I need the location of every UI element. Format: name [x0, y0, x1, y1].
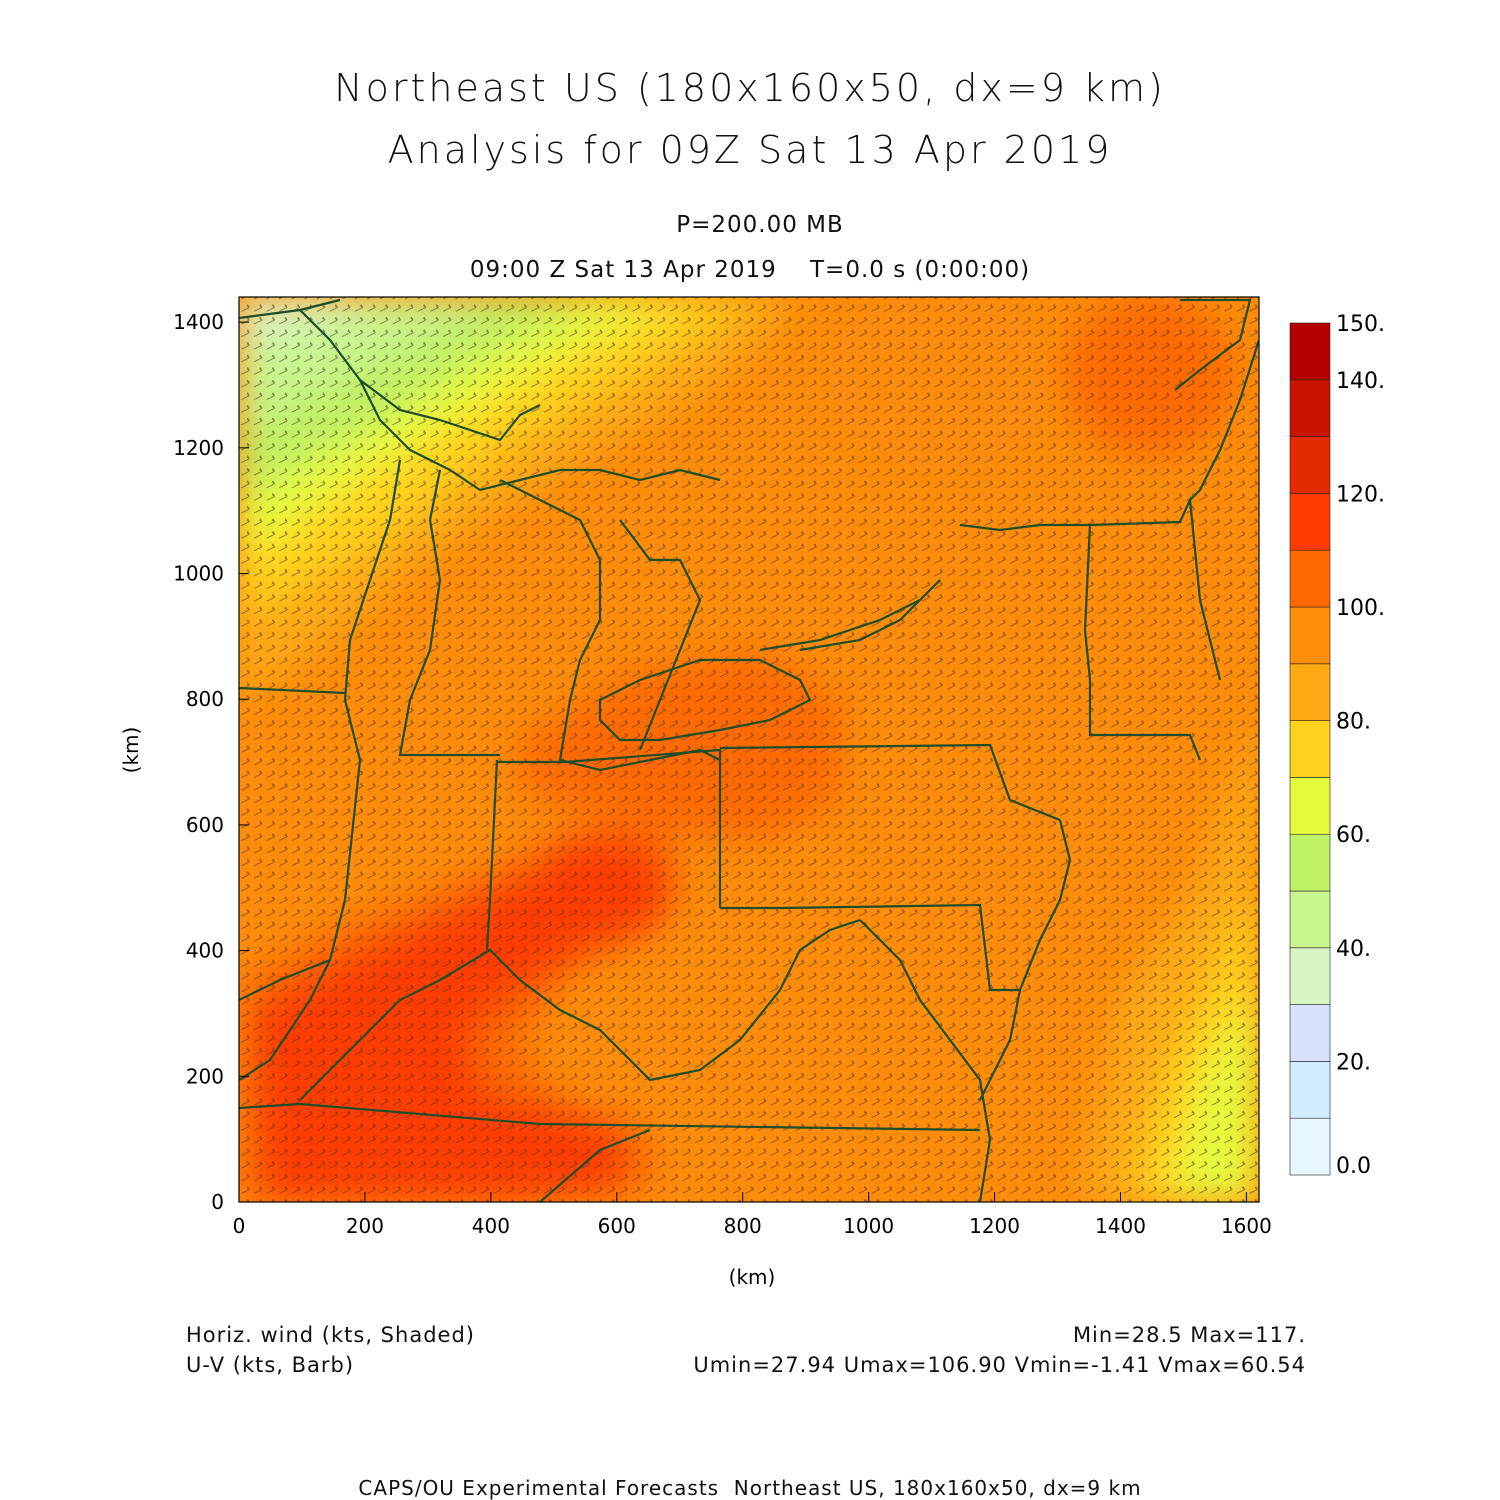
y-tick-label: 1400: [173, 310, 224, 334]
colorbar-bin: [1289, 947, 1331, 1005]
colorbar-bin: [1289, 833, 1331, 892]
x-tick-label: 1000: [843, 1214, 894, 1238]
colorbar-bin: [1289, 1004, 1331, 1062]
plot-title-line1: Northeast US (180x160x50, dx=9 km): [334, 66, 1166, 110]
y-axis: 0 200 400 600 800 1000 1200 1400: [173, 310, 249, 1214]
colorbar-bin: [1289, 322, 1331, 381]
colorbar-bin: [1289, 1117, 1331, 1176]
colorbar-label: 0.0: [1336, 1154, 1371, 1179]
plot-frame: [238, 296, 1260, 1203]
colorbar-label: 140.: [1336, 369, 1385, 394]
colorbar: 0.0 20. 40. 60. 80. 100. 120. 140. 150.: [1289, 312, 1385, 1179]
pressure-level: P=200.00 MB: [676, 212, 844, 238]
colorbar-bin: [1289, 379, 1331, 437]
colorbar-label: 20.: [1336, 1050, 1371, 1075]
y-tick-label: 600: [186, 813, 224, 837]
colorbar-bin: [1289, 549, 1331, 608]
x-tick-label: 1200: [969, 1214, 1020, 1238]
y-tick-label: 400: [186, 939, 224, 963]
colorbar-label: 40.: [1336, 937, 1371, 962]
y-tick-label: 1200: [173, 436, 224, 460]
field-min-max: Min=28.5 Max=117.: [1072, 1323, 1306, 1347]
x-tick-label: 800: [724, 1214, 762, 1238]
wind-speed-shading: [239, 297, 1259, 1202]
y-axis-label: (km): [119, 727, 143, 774]
colorbar-label: 150.: [1336, 312, 1385, 337]
state-and-lake-boundaries: [239, 298, 1259, 1202]
x-tick-label: 400: [472, 1214, 510, 1238]
colorbar-label: 100.: [1336, 596, 1385, 621]
uv-stats: Umin=27.94 Umax=106.90 Vmin=-1.41 Vmax=6…: [693, 1353, 1306, 1377]
colorbar-bin: [1289, 663, 1331, 721]
colorbar-bin: [1289, 606, 1331, 665]
colorbar-label: 80.: [1336, 710, 1371, 735]
y-tick-label: 0: [211, 1190, 224, 1214]
colorbar-bin: [1289, 720, 1331, 778]
valid-time: 09:00 Z Sat 13 Apr 2019 T=0.0 s (0:00:00…: [469, 257, 1031, 283]
colorbar-bin: [1289, 493, 1331, 551]
colorbar-bin: [1289, 436, 1331, 494]
x-axis-label: (km): [729, 1265, 776, 1289]
colorbar-bin: [1289, 777, 1331, 835]
y-tick-label: 200: [186, 1064, 224, 1088]
x-tick-label: 0: [233, 1214, 246, 1238]
barb-field-label: U-V (kts, Barb): [186, 1353, 355, 1377]
plot-title-line2: Analysis for 09Z Sat 13 Apr 2019: [387, 128, 1113, 172]
colorbar-label: 60.: [1336, 823, 1371, 848]
y-tick-label: 1000: [173, 562, 224, 586]
shaded-field-label: Horiz. wind (kts, Shaded): [186, 1323, 475, 1347]
colorbar-bin: [1289, 1061, 1331, 1119]
footer-credit: CAPS/OU Experimental Forecasts Northeast…: [358, 1476, 1142, 1500]
x-tick-label: 1600: [1221, 1214, 1272, 1238]
x-tick-label: 600: [598, 1214, 636, 1238]
y-tick-label: 800: [186, 687, 224, 711]
x-axis: 0 200 400 600 800 1000 1200 1400 1600: [233, 1192, 1272, 1238]
colorbar-bin: [1289, 890, 1331, 949]
x-tick-label: 200: [346, 1214, 384, 1238]
colorbar-label: 120.: [1336, 482, 1385, 507]
x-tick-label: 1400: [1095, 1214, 1146, 1238]
